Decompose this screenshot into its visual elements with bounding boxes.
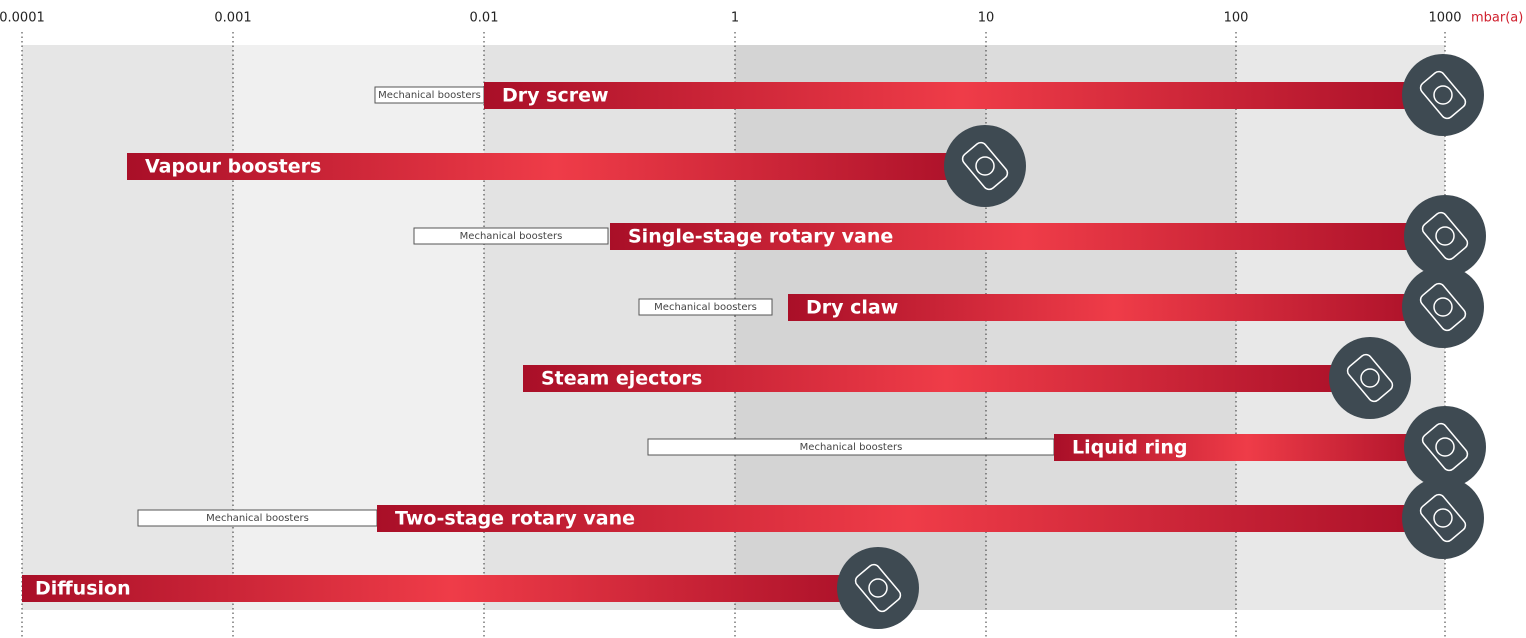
range-bar (788, 294, 1440, 321)
pump-name: Vapour boosters (145, 156, 321, 178)
tick-label: 0.01 (470, 11, 499, 26)
tick-label: 100 (1224, 11, 1249, 26)
icon-part (961, 141, 1009, 191)
icon-part (1433, 85, 1453, 105)
pump-name: Dry screw (502, 85, 609, 107)
pump-icon (1402, 266, 1484, 348)
icon-part (1421, 211, 1469, 261)
range-bar (484, 82, 1440, 109)
icon-part (1435, 226, 1455, 246)
pump-icon (1404, 195, 1486, 277)
tick-label: 10 (978, 11, 995, 26)
icon-part (1346, 353, 1394, 403)
pump-name: Single-stage rotary vane (628, 226, 893, 248)
booster-label: Mechanical boosters (800, 442, 903, 453)
booster-range (638, 298, 773, 316)
range-bar (127, 153, 985, 180)
icon-part (1433, 297, 1453, 317)
booster-range (413, 227, 609, 245)
booster-label: Mechanical boosters (378, 90, 481, 101)
icon-part (854, 563, 902, 613)
booster-label: Mechanical boosters (460, 231, 563, 242)
icon-part (1421, 422, 1469, 472)
pump-name: Steam ejectors (541, 368, 702, 390)
range-bar (22, 575, 880, 602)
pump-icon (837, 547, 919, 629)
range-bar (523, 365, 1370, 392)
pump-icon (944, 125, 1026, 207)
pump-name: Diffusion (35, 578, 131, 600)
pump-name: Two-stage rotary vane (395, 508, 635, 530)
tick-label: 0.0001 (0, 11, 45, 26)
pump-icon (1329, 337, 1411, 419)
pump-name: Liquid ring (1072, 437, 1187, 459)
range-bar (1054, 434, 1440, 461)
tick-label: 1000 (1428, 11, 1461, 26)
pump-icon (1404, 406, 1486, 488)
unit-label: mbar(a) (1471, 11, 1523, 26)
icon-part (975, 156, 995, 176)
pump-icon (1402, 54, 1484, 136)
pump-icon (1402, 477, 1484, 559)
icon-part (1419, 493, 1467, 543)
booster-label: Mechanical boosters (206, 513, 309, 524)
tick-label: 0.001 (214, 11, 251, 26)
icon-part (868, 578, 888, 598)
range-bar (610, 223, 1440, 250)
icon-part (1419, 282, 1467, 332)
booster-label: Mechanical boosters (654, 302, 757, 313)
icon-part (1435, 437, 1455, 457)
icon-part (1419, 70, 1467, 120)
pump-name: Dry claw (806, 297, 898, 319)
tick-label: 1 (731, 11, 739, 26)
icon-part (1433, 508, 1453, 528)
icon-part (1360, 368, 1380, 388)
range-bar (377, 505, 1440, 532)
